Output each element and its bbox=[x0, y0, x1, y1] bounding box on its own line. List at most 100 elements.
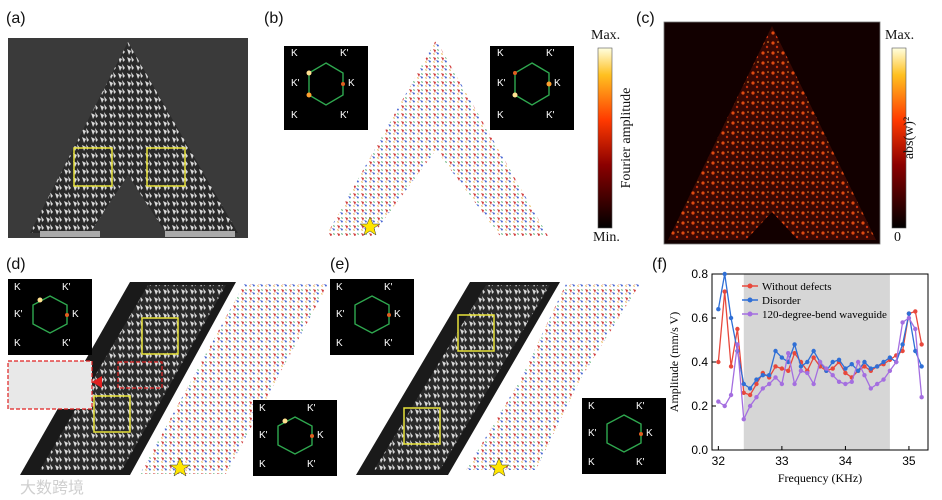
bz-label: K' bbox=[14, 309, 23, 320]
bz-label: K bbox=[336, 282, 343, 293]
data-point bbox=[728, 364, 734, 369]
data-point bbox=[760, 373, 766, 378]
data-point bbox=[868, 366, 874, 371]
panel-c-heatmap bbox=[663, 21, 881, 245]
chart-f: 32 33 34 35 0.0 0.2 0.4 0.6 0.8 Frequency (KHz) Am… bbox=[667, 267, 929, 485]
data-point bbox=[741, 390, 746, 395]
data-point bbox=[805, 359, 810, 365]
data-point bbox=[741, 417, 746, 422]
data-point bbox=[728, 315, 734, 321]
highlight-box bbox=[457, 314, 495, 352]
data-point bbox=[913, 348, 918, 354]
data-point bbox=[760, 386, 766, 391]
x-tick-label: 32 bbox=[712, 454, 726, 468]
panel-a-photo bbox=[8, 38, 248, 238]
bz-label: K' bbox=[636, 457, 645, 468]
data-point bbox=[906, 311, 912, 316]
data-point bbox=[798, 364, 804, 369]
highlight-box bbox=[403, 407, 441, 445]
data-point bbox=[817, 359, 823, 365]
data-point bbox=[716, 359, 721, 365]
bz-label: K bbox=[497, 110, 504, 121]
data-point bbox=[874, 364, 880, 369]
colorbar-c-label: abs(w)² bbox=[902, 116, 917, 160]
bz-label: K' bbox=[636, 401, 645, 412]
bz-label: K bbox=[336, 338, 343, 349]
data-point bbox=[836, 379, 842, 384]
bz-inset-e-bottom bbox=[582, 398, 666, 474]
colorbar-b bbox=[597, 47, 613, 229]
data-point bbox=[887, 368, 893, 373]
data-point bbox=[716, 399, 721, 404]
data-point bbox=[843, 381, 848, 387]
data-point bbox=[811, 355, 816, 360]
bz-label: K bbox=[554, 78, 561, 89]
data-point bbox=[773, 375, 778, 380]
bz-label: K bbox=[291, 110, 298, 121]
data-point bbox=[722, 403, 727, 409]
bz-label: K bbox=[588, 401, 595, 412]
data-point bbox=[849, 362, 854, 367]
bz-label: K bbox=[497, 48, 504, 59]
bz-label: K' bbox=[546, 48, 555, 59]
data-point bbox=[887, 355, 893, 360]
bz-inset-e-top bbox=[330, 279, 414, 355]
colorbar-b-min: Min. bbox=[593, 230, 620, 245]
panel-d-field-map bbox=[140, 284, 328, 477]
highlight-box bbox=[146, 147, 186, 187]
data-point bbox=[792, 342, 797, 347]
data-point bbox=[855, 368, 861, 373]
defect-zoom-inset bbox=[7, 360, 93, 410]
data-point bbox=[919, 364, 924, 369]
x-axis-label: Frequency (KHz) bbox=[778, 471, 862, 485]
bz-label: K' bbox=[62, 338, 71, 349]
bz-label: K bbox=[291, 48, 298, 59]
y-tick-label: 0.0 bbox=[691, 443, 708, 457]
data-point bbox=[830, 373, 835, 378]
bz-label: K' bbox=[546, 110, 555, 121]
data-point bbox=[811, 381, 816, 387]
source-star-icon bbox=[359, 216, 381, 236]
x-tick-label: 35 bbox=[902, 454, 916, 468]
data-point bbox=[830, 359, 835, 365]
panel-e-photo bbox=[356, 282, 560, 475]
data-point bbox=[786, 351, 791, 356]
data-point bbox=[716, 307, 721, 312]
legend-entry: Disorder bbox=[762, 295, 801, 307]
panel-label-a: (a) bbox=[6, 10, 26, 27]
defect-box bbox=[117, 361, 163, 389]
x-tick-label: 33 bbox=[775, 454, 789, 468]
panel-e-field-map bbox=[466, 284, 640, 477]
bz-label: K' bbox=[497, 78, 506, 89]
data-point bbox=[900, 348, 905, 354]
colorbar-b-max: Max. bbox=[591, 28, 621, 43]
data-point bbox=[811, 348, 816, 354]
colorbar-c bbox=[891, 47, 907, 229]
bz-label: K' bbox=[291, 78, 300, 89]
data-point bbox=[735, 326, 740, 332]
data-point bbox=[824, 366, 829, 371]
data-point bbox=[862, 364, 867, 369]
bz-label: K bbox=[259, 403, 266, 414]
data-point bbox=[773, 364, 778, 369]
data-point bbox=[779, 381, 785, 387]
data-point bbox=[754, 395, 759, 400]
panel-d-photo bbox=[7, 282, 236, 475]
bz-inset-d-top bbox=[8, 279, 92, 355]
data-point bbox=[843, 366, 848, 371]
panel-label-d: (d) bbox=[6, 256, 26, 273]
data-point bbox=[722, 271, 727, 277]
colorbar-c-max: Max. bbox=[885, 28, 915, 43]
legend-marker bbox=[747, 311, 753, 317]
data-point bbox=[900, 342, 905, 347]
bz-label: K' bbox=[259, 430, 268, 441]
bz-label: K bbox=[72, 309, 79, 320]
y-tick-label: 0.2 bbox=[691, 399, 708, 413]
data-point bbox=[900, 320, 905, 325]
legend-entry: Without defects bbox=[762, 281, 832, 293]
x-tick-label: 34 bbox=[839, 454, 853, 468]
data-point bbox=[798, 368, 804, 373]
bz-label: K' bbox=[384, 282, 393, 293]
data-point bbox=[779, 355, 785, 360]
data-point bbox=[862, 373, 867, 378]
